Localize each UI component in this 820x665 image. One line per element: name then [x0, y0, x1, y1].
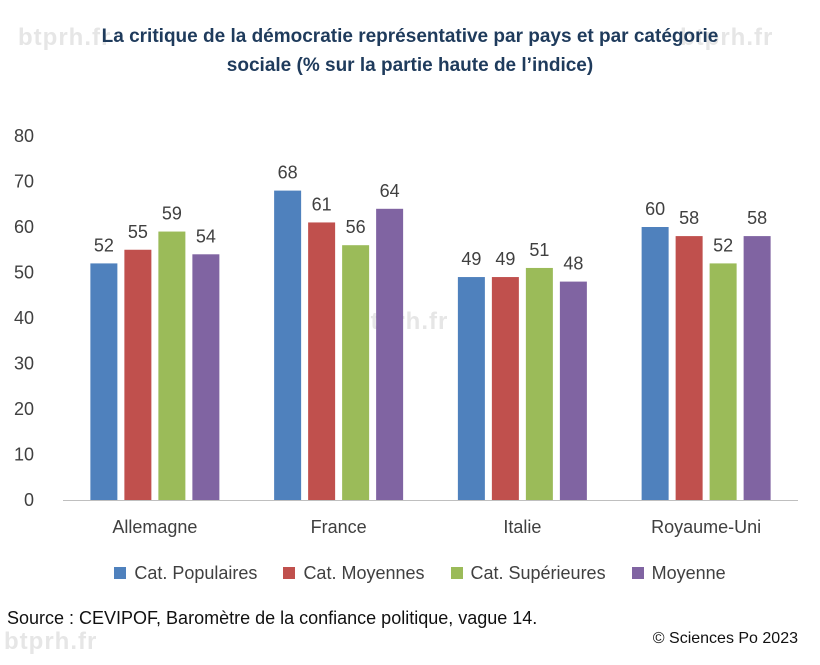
bar [192, 254, 220, 500]
y-tick-label: 30 [14, 354, 34, 374]
data-label: 58 [747, 208, 767, 228]
bar [675, 236, 703, 500]
y-tick-label: 40 [14, 308, 34, 328]
y-tick-label: 20 [14, 399, 34, 419]
bar [90, 263, 118, 500]
legend-swatch [631, 567, 644, 579]
x-tick-label: Allemagne [112, 517, 197, 537]
legend-swatch [450, 567, 463, 579]
bar [124, 249, 152, 500]
bar [491, 277, 519, 500]
legend-item: Cat. Supérieures [450, 562, 606, 584]
legend-item: Cat. Moyennes [283, 562, 425, 584]
copyright-credit: © Sciences Po 2023 [652, 630, 798, 647]
bar [641, 227, 669, 500]
data-label: 49 [495, 249, 515, 269]
legend-label: Cat. Populaires [134, 562, 258, 583]
data-label: 58 [679, 208, 699, 228]
legend-swatch [283, 567, 296, 579]
data-label: 48 [563, 254, 583, 274]
data-label: 54 [196, 226, 216, 246]
data-label: 60 [645, 199, 665, 219]
data-label: 68 [278, 163, 298, 183]
bar [743, 236, 771, 500]
chart-title: La critique de la démocratie représentat… [60, 22, 760, 80]
chart-title-line-2: sociale (% sur la partie haute de l’indi… [226, 55, 594, 76]
chart-title-line-1: La critique de la démocratie représentat… [101, 26, 719, 47]
legend-label: Cat. Supérieures [470, 562, 606, 583]
data-label: 52 [94, 235, 114, 255]
data-label: 55 [128, 222, 148, 242]
y-tick-label: 10 [14, 445, 34, 465]
data-label: 61 [312, 194, 332, 214]
bar [342, 245, 370, 500]
legend-item: Moyenne [631, 562, 726, 584]
data-label: 64 [380, 181, 400, 201]
chart-legend: Cat. Populaires Cat. Moyennes Cat. Supérie… [100, 561, 740, 585]
data-label: 51 [529, 240, 549, 260]
legend-item: Cat. Populaires [114, 563, 257, 584]
bar [525, 267, 553, 500]
legend-swatch [114, 567, 127, 579]
data-label: 49 [461, 249, 481, 269]
data-label: 52 [713, 235, 733, 255]
y-tick-label: 0 [24, 490, 34, 510]
legend-label: Moyenne [651, 562, 726, 583]
bar [158, 231, 186, 501]
data-label: 59 [162, 204, 182, 224]
bar [274, 190, 302, 500]
bar [457, 277, 485, 500]
x-tick-label: Italie [503, 517, 541, 537]
bar [308, 222, 336, 500]
y-tick-label: 80 [14, 126, 34, 146]
y-tick-label: 70 [14, 172, 34, 192]
y-tick-label: 50 [14, 263, 34, 283]
x-tick-label: France [311, 517, 367, 537]
bar [559, 281, 587, 500]
y-tick-label: 60 [14, 217, 34, 237]
x-tick-label: Royaume-Uni [651, 517, 761, 537]
source-note: Source : CEVIPOF, Baromètre de la confia… [7, 608, 538, 628]
bar [709, 263, 737, 500]
data-label: 56 [346, 217, 366, 237]
bar [376, 208, 404, 501]
legend-label: Cat. Moyennes [303, 562, 425, 583]
